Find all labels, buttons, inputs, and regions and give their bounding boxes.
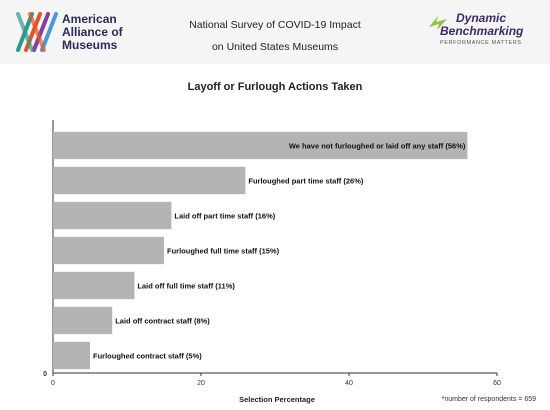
x-tick-label: 40 bbox=[345, 380, 353, 387]
x-tick-label: 60 bbox=[493, 380, 501, 387]
aam-logo-line: Museums bbox=[62, 38, 118, 52]
bar-label: Laid off full time staff (11%) bbox=[137, 282, 235, 291]
db-logo-tagline: PERFORMANCE MATTERS bbox=[440, 40, 522, 46]
db-logo-line1: Dynamic bbox=[456, 11, 507, 25]
respondents-footnote: *number of respondents = 659 bbox=[441, 396, 536, 403]
aam-logo-text: American Alliance of Museums bbox=[62, 13, 172, 52]
bar-label: Laid off part time staff (16%) bbox=[174, 212, 275, 221]
bar bbox=[53, 166, 246, 195]
bar bbox=[53, 271, 135, 300]
chart-title: Layoff or Furlough Actions Taken bbox=[187, 81, 363, 93]
aam-logo-icon bbox=[16, 12, 58, 52]
db-logo-line2: Benchmarking bbox=[440, 24, 524, 38]
bar-label: Furloughed contract staff (5%) bbox=[93, 352, 202, 361]
bar bbox=[53, 236, 164, 265]
y-tick-label: 0 bbox=[43, 371, 47, 378]
x-tick-label: 20 bbox=[197, 380, 205, 387]
aam-logo-line: Alliance of bbox=[62, 25, 123, 39]
bar-label: Furloughed part time staff (26%) bbox=[248, 177, 364, 186]
aam-logo-line: American bbox=[62, 12, 117, 26]
survey-title-line: on United States Museums bbox=[211, 41, 339, 53]
x-axis-title: Selection Percentage bbox=[239, 395, 315, 404]
report-header: American Alliance of Museums National Su… bbox=[0, 0, 550, 64]
survey-title-line: National Survey of COVID-19 Impact bbox=[189, 19, 361, 31]
bar bbox=[53, 306, 113, 335]
bar bbox=[53, 201, 172, 230]
bar bbox=[53, 341, 90, 370]
db-logo-text: Dynamic Benchmarking PERFORMANCE MATTERS bbox=[440, 11, 540, 47]
bar-label: Laid off contract staff (8%) bbox=[115, 317, 210, 326]
bar bbox=[53, 131, 468, 160]
x-tick-label: 0 bbox=[51, 380, 55, 387]
bar-label: We have not furloughed or laid off any s… bbox=[289, 142, 466, 151]
bar-label: Furloughed full time staff (15%) bbox=[167, 247, 280, 256]
db-swoosh-icon bbox=[429, 16, 447, 30]
survey-title: National Survey of COVID-19 Impact on Un… bbox=[170, 14, 380, 58]
